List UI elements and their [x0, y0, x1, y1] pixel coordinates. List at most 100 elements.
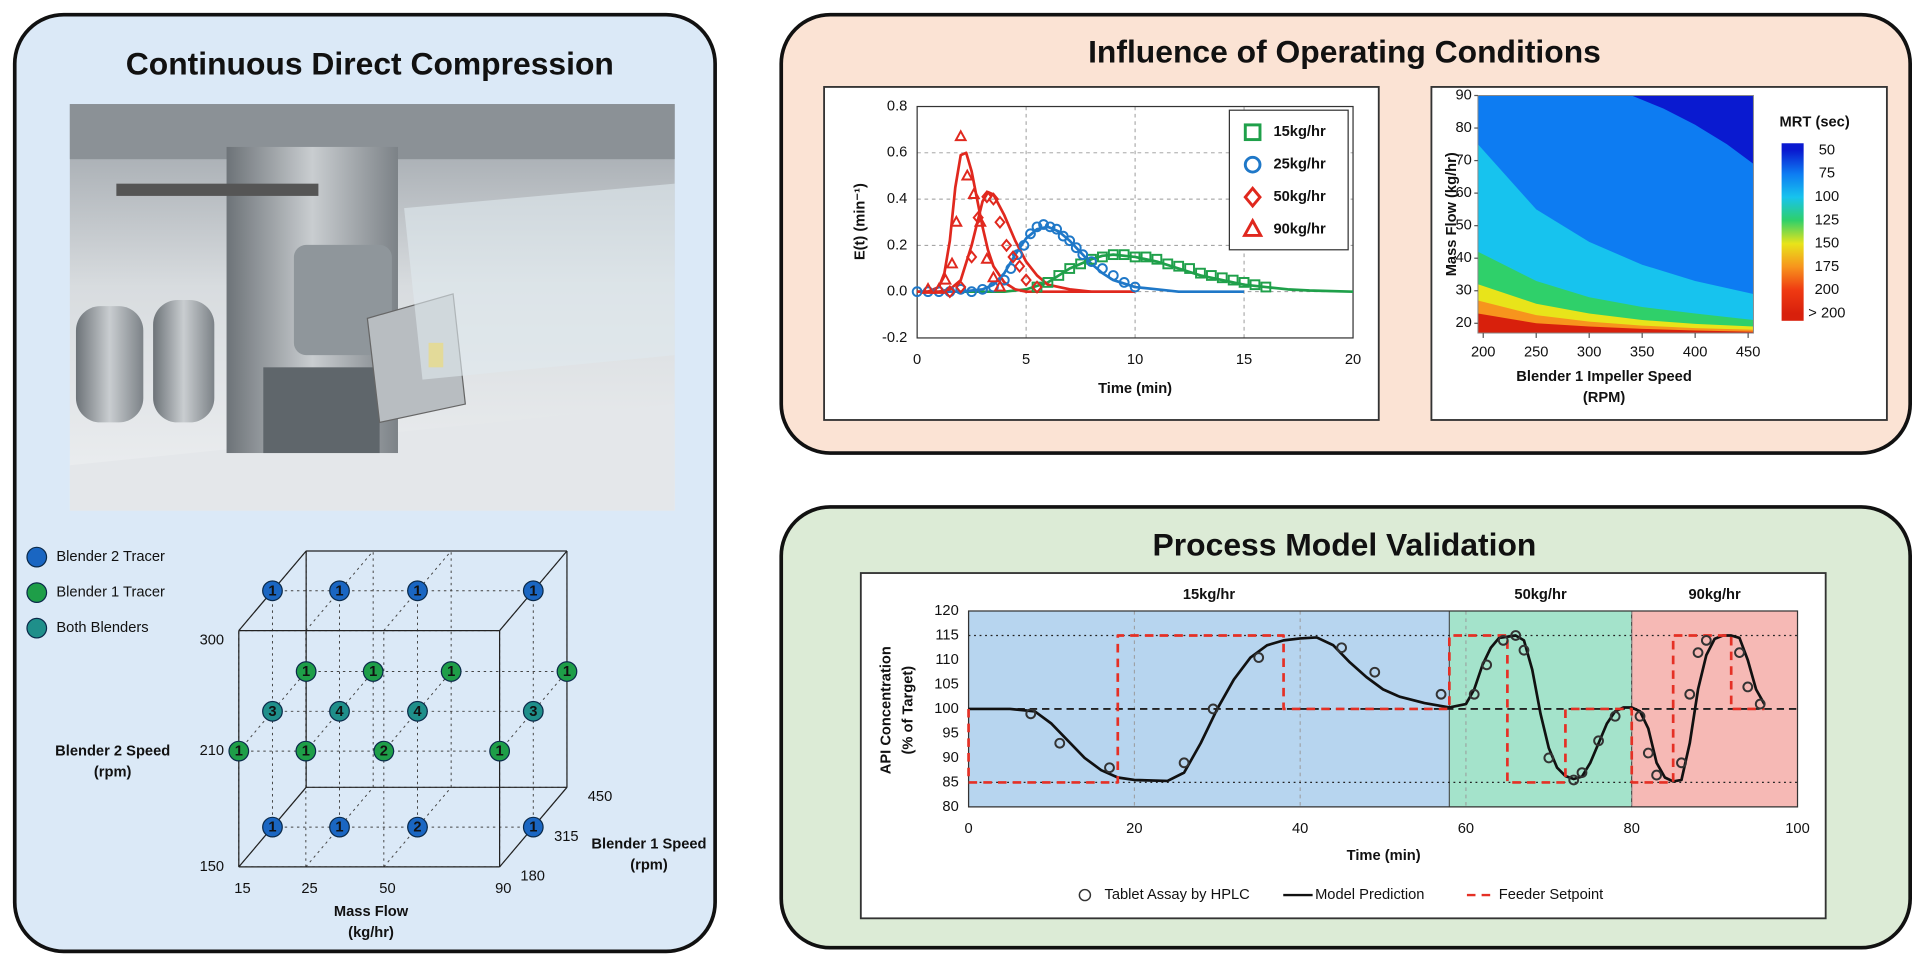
colorbar-label: 100: [1815, 189, 1840, 205]
marker: [967, 187, 981, 199]
point-label: 3: [529, 704, 537, 720]
point-label: 1: [335, 820, 343, 836]
marker: [1054, 737, 1066, 749]
point-label: 1: [563, 664, 571, 680]
marker: [1064, 263, 1076, 274]
marker: [1007, 250, 1019, 264]
point-label: 1: [447, 664, 455, 680]
grid-line: [383, 786, 452, 868]
marker: [1435, 688, 1447, 700]
point: [329, 816, 350, 838]
marker: [1543, 752, 1555, 764]
x-tick-label: 100: [1785, 821, 1810, 837]
legend-label: Both Blenders: [56, 620, 148, 636]
marker: [1700, 634, 1712, 646]
marker: [1005, 263, 1017, 274]
marker: [1510, 630, 1522, 641]
marker: [911, 286, 923, 298]
marker: [1042, 277, 1054, 288]
y-tick-label: 60: [1455, 185, 1471, 201]
marker: [1227, 274, 1239, 286]
axis-label: Mass Flow: [334, 904, 409, 920]
point: [228, 740, 250, 762]
point-label: 2: [380, 744, 388, 760]
point: [262, 816, 283, 838]
marker: [980, 251, 994, 264]
y-tick-label: 95: [942, 725, 958, 741]
point: [522, 580, 544, 602]
marker: [960, 168, 974, 181]
point: [522, 816, 544, 838]
y-tick-label: 50: [1455, 218, 1471, 234]
marker: [1243, 155, 1262, 174]
marker: [1078, 888, 1092, 902]
y-tick-label: 115: [935, 627, 958, 643]
axis-label: Time (min): [1347, 848, 1421, 864]
point-label: 1: [496, 744, 504, 760]
marker: [938, 272, 952, 285]
x-tick-label: 0: [913, 352, 921, 368]
marker: [1077, 249, 1089, 261]
marker: [977, 283, 988, 295]
x-tick-label: 200: [1471, 345, 1496, 361]
marker: [1129, 281, 1141, 293]
point: [440, 661, 462, 682]
grid-line: [238, 671, 307, 752]
point-label: 1: [268, 583, 276, 599]
point: [329, 700, 350, 722]
marker: [1104, 762, 1115, 774]
point: [295, 740, 317, 762]
point-label: 1: [335, 583, 343, 599]
colorbar-title: MRT (sec): [1780, 114, 1850, 130]
marker: [944, 284, 956, 299]
marker: [1336, 642, 1347, 654]
y-tick-label: 0.6: [887, 145, 907, 161]
marker: [1025, 708, 1037, 720]
photo-press-head: [293, 244, 392, 356]
x-tick-label: 50: [379, 881, 395, 897]
point-label: 1: [302, 664, 310, 680]
marker: [1140, 251, 1152, 263]
legend-label: Model Prediction: [1315, 887, 1424, 903]
point-label: 1: [413, 583, 421, 599]
grid-line: [499, 671, 568, 752]
marker: [1609, 710, 1621, 722]
marker: [1205, 270, 1217, 281]
grid-line: [305, 550, 374, 631]
marker: [1242, 217, 1264, 237]
series-line: [917, 225, 1245, 294]
point: [556, 661, 578, 682]
point-label: 4: [335, 704, 344, 720]
series-line: [917, 151, 1136, 294]
marker: [1260, 281, 1272, 293]
marker: [1481, 659, 1493, 671]
marker: [1097, 251, 1108, 263]
legend-label: 25kg/hr: [1273, 157, 1326, 173]
marker: [1020, 273, 1032, 287]
marker: [1634, 710, 1646, 722]
marker: [1013, 259, 1026, 274]
point-label: 1: [235, 744, 243, 760]
legend-label: Blender 1 Tracer: [56, 585, 165, 601]
marker: [1243, 123, 1262, 142]
x-tick-label: 20: [1345, 352, 1361, 368]
axis-label: API Concentration: [878, 646, 894, 774]
contour-region: [1477, 95, 1754, 294]
axis-label: Blender 1 Impeller Speed: [1516, 369, 1692, 385]
marker: [1518, 644, 1530, 656]
marker: [1000, 238, 1013, 253]
y-tick-label: 20: [1455, 315, 1471, 331]
y-tick-label: 300: [200, 632, 225, 648]
region-label: 50kg/hr: [1514, 587, 1567, 603]
axis-label: Mass Flow (kg/hr): [1444, 152, 1460, 276]
point: [522, 700, 544, 722]
x-tick-label: 250: [1524, 345, 1549, 361]
z-tick-label: 450: [588, 789, 613, 805]
y-tick-label: 210: [200, 743, 225, 759]
marker: [1107, 270, 1119, 281]
point: [329, 580, 350, 602]
panel-title: Influence of Operating Conditions: [1088, 33, 1601, 69]
photo-vessel: [153, 299, 215, 423]
x-tick-label: 450: [1736, 345, 1761, 361]
